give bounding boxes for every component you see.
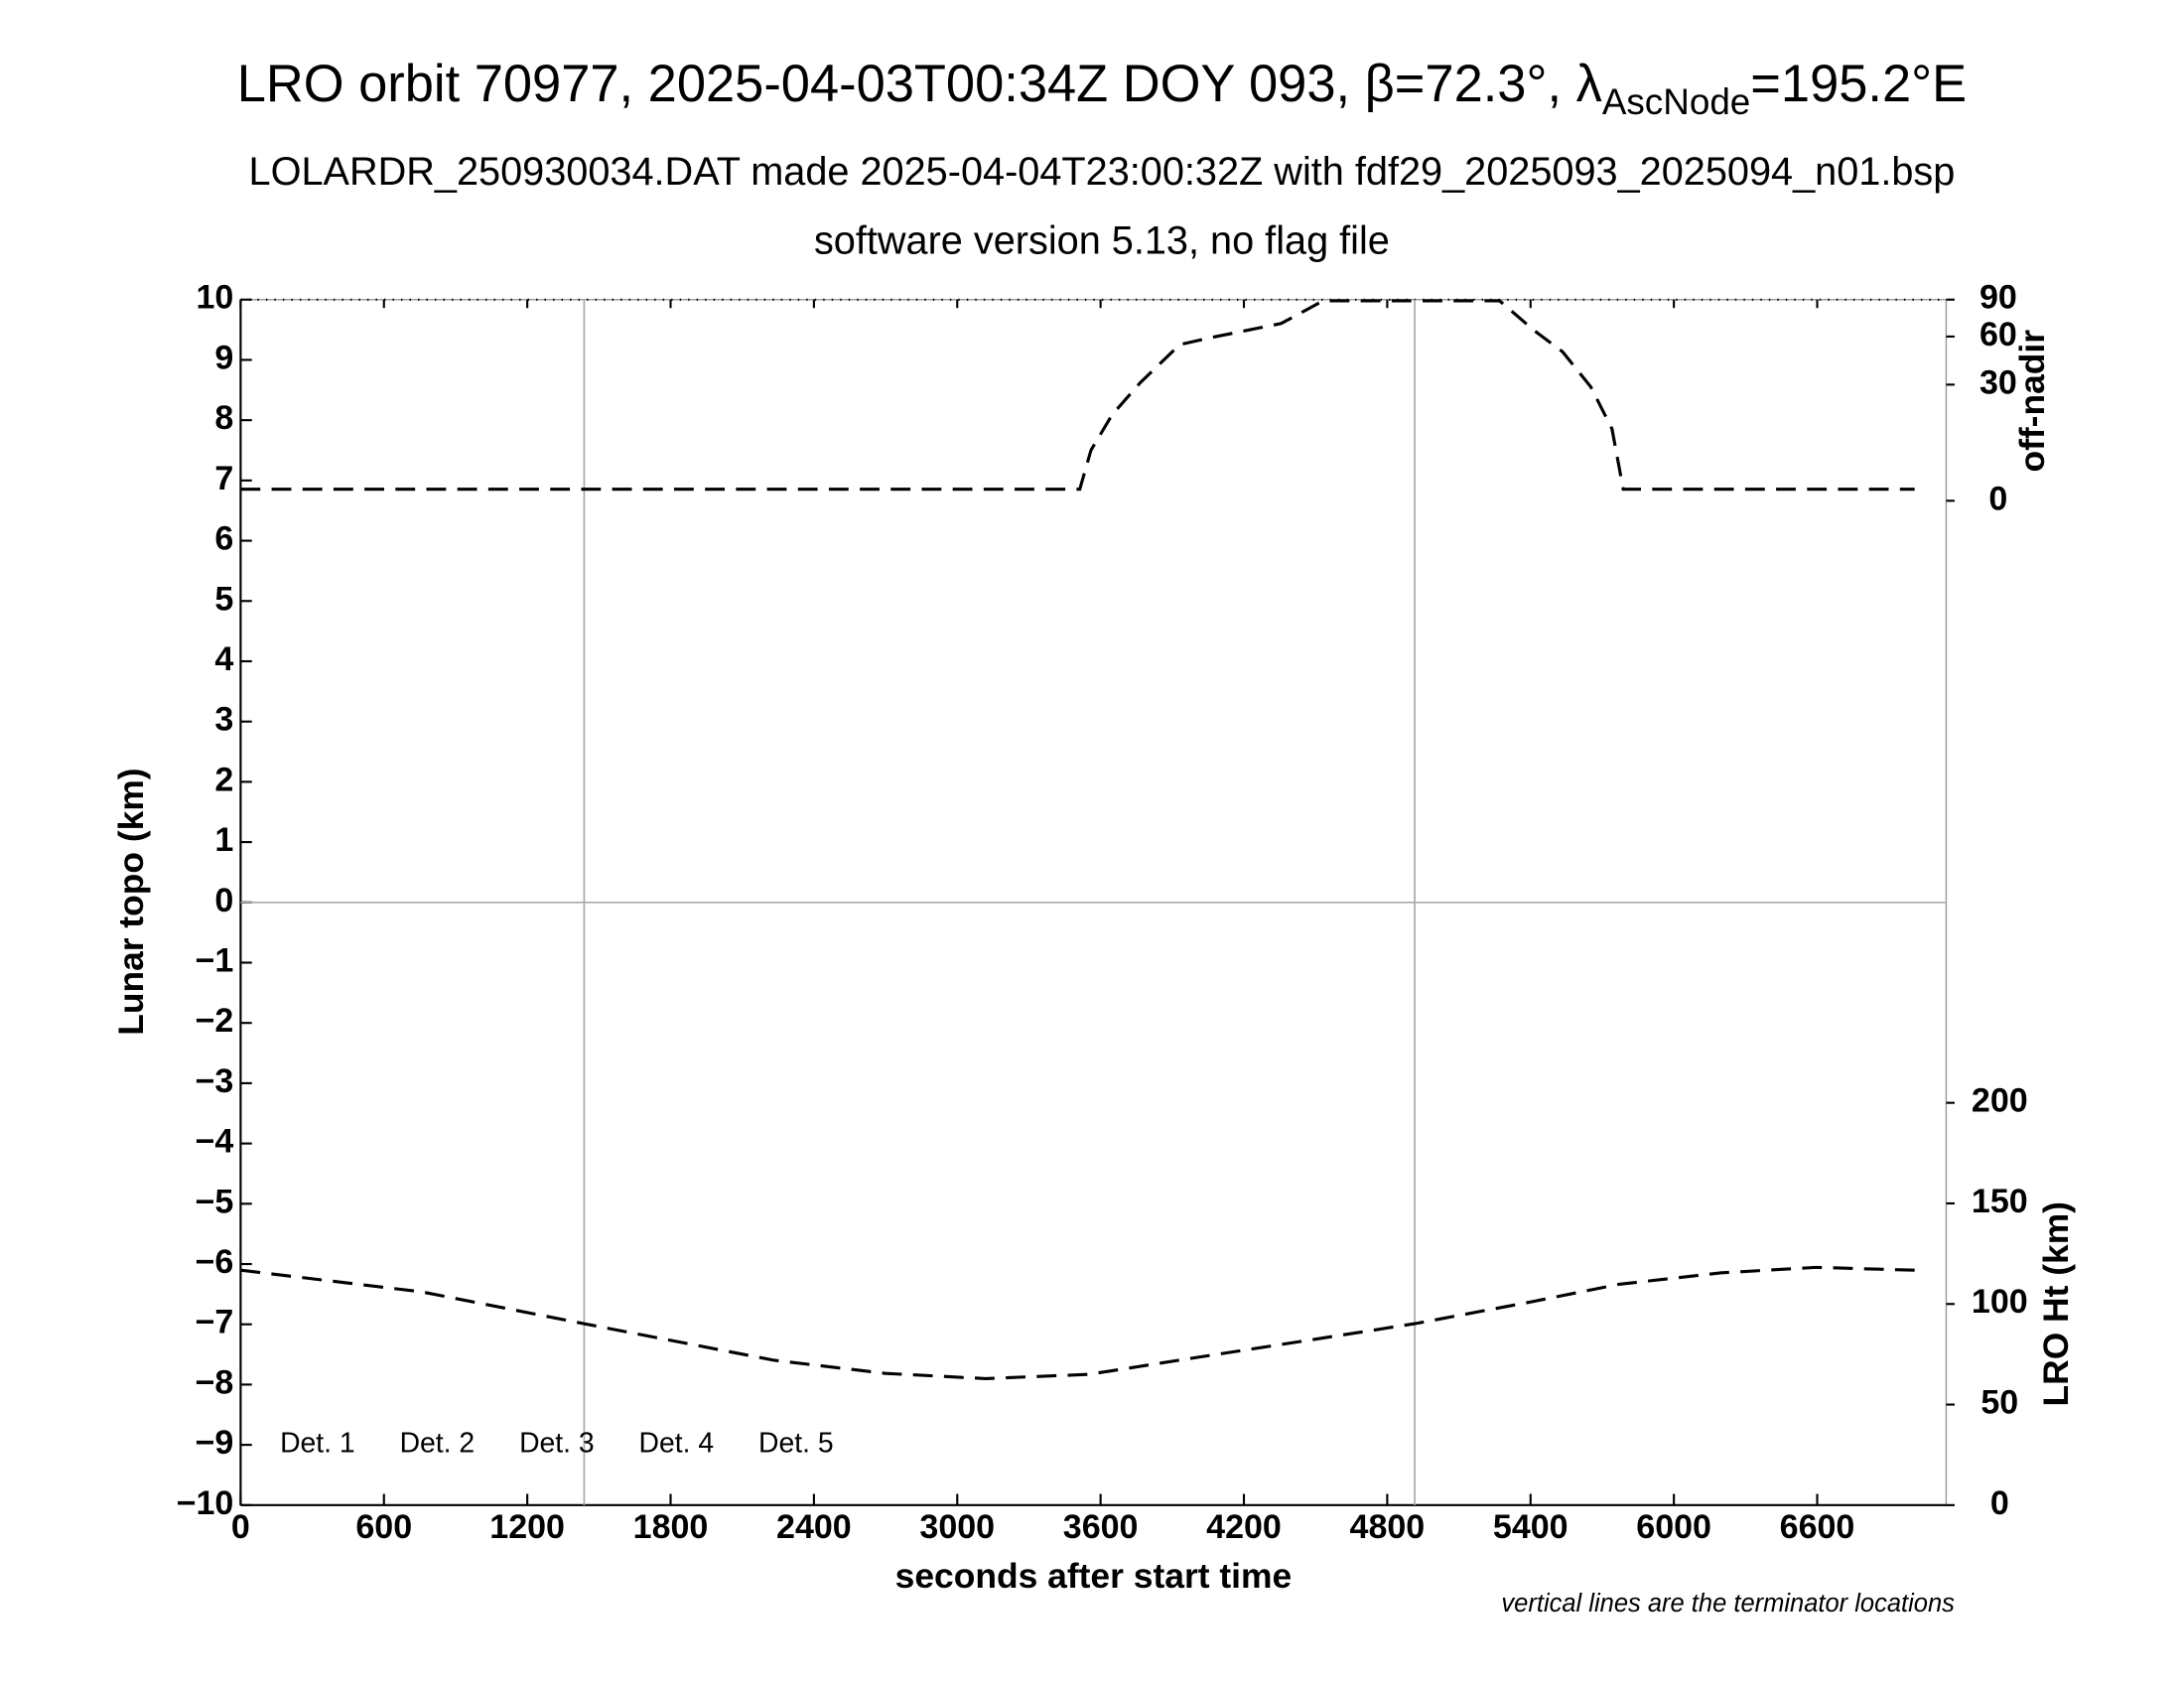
y-tick-label: 4	[214, 640, 233, 678]
y3-tick-label: 50	[1980, 1384, 2018, 1422]
x-tick-label: 0	[231, 1508, 250, 1546]
y-tick-label: 9	[214, 339, 233, 376]
y-tick-label: 2	[214, 761, 233, 798]
subtitle: software version 5.13, no flag file	[814, 219, 1390, 263]
x-tick-label: 1200	[489, 1508, 565, 1546]
series-line	[240, 299, 1915, 492]
y-tick-label: 6	[214, 520, 233, 558]
y2-axis-label: off-nadir	[2012, 330, 2052, 473]
x-tick-label: 3600	[1063, 1508, 1139, 1546]
legend-entry: Det. 4	[639, 1427, 715, 1459]
title-part: =195.2°E	[1750, 56, 1967, 113]
y-tick-label: −6	[196, 1243, 234, 1281]
y-tick-label: −8	[196, 1363, 234, 1401]
legend-entry: Det. 1	[280, 1427, 355, 1459]
x-tick-label: 6600	[1780, 1508, 1855, 1546]
y-tick-label: 3	[214, 701, 233, 739]
x-tick-label: 5400	[1493, 1508, 1569, 1546]
title-part: LRO orbit 70977, 2025-04-03T00:34Z DOY 0…	[237, 56, 1602, 113]
y-tick-label: −2	[196, 1002, 234, 1040]
y2-tick-label: 90	[1979, 279, 2017, 317]
x-axis-label: seconds after start time	[895, 1556, 1293, 1596]
y3-tick-label: 150	[1972, 1183, 2028, 1220]
x-tick-label: 600	[355, 1508, 412, 1546]
y-tick-label: −1	[196, 941, 234, 979]
y-tick-label: −5	[196, 1183, 234, 1220]
y-tick-label: 10	[196, 279, 233, 317]
y2-tick-label: 60	[1979, 316, 2017, 353]
x-tick-label: 4200	[1206, 1508, 1282, 1546]
legend-entry: Det. 3	[519, 1427, 595, 1459]
x-tick-label: 1800	[633, 1508, 709, 1546]
y-tick-label: 7	[214, 460, 233, 497]
y3-tick-label: 100	[1972, 1283, 2028, 1321]
x-tick-label: 4800	[1350, 1508, 1426, 1546]
y-tick-label: 1	[214, 821, 233, 859]
y-tick-label: −9	[196, 1424, 234, 1462]
y3-axis-label: LRO Ht (km)	[2036, 1201, 2076, 1406]
y-tick-label: −7	[196, 1304, 234, 1341]
legend-entry: Det. 2	[400, 1427, 476, 1459]
y-tick-label: 0	[214, 882, 233, 919]
y3-tick-label: 0	[1990, 1484, 2009, 1522]
note: vertical lines are the terminator locati…	[1501, 1590, 1955, 1618]
y-tick-label: 5	[214, 580, 233, 618]
x-tick-label: 3000	[919, 1508, 995, 1546]
subtitle: LOLARDR_250930034.DAT made 2025-04-04T23…	[249, 150, 1956, 194]
title-subscript: AscNode	[1602, 81, 1750, 122]
x-tick-label: 2400	[776, 1508, 852, 1546]
y2-tick-label: 0	[1988, 480, 2007, 517]
y-tick-label: −4	[196, 1123, 234, 1161]
y-tick-label: 8	[214, 399, 233, 437]
y3-tick-label: 200	[1972, 1082, 2028, 1120]
chart-title: LRO orbit 70977, 2025-04-03T00:34Z DOY 0…	[237, 56, 1967, 122]
legend-entry: Det. 5	[758, 1427, 834, 1459]
y2-tick-label: 30	[1979, 363, 2017, 401]
series-line	[240, 1265, 1915, 1380]
x-tick-label: 6000	[1636, 1508, 1711, 1546]
y-tick-label: −3	[196, 1062, 234, 1100]
y-tick-label: −10	[177, 1484, 234, 1522]
y-axis-label: Lunar topo (km)	[111, 768, 151, 1035]
